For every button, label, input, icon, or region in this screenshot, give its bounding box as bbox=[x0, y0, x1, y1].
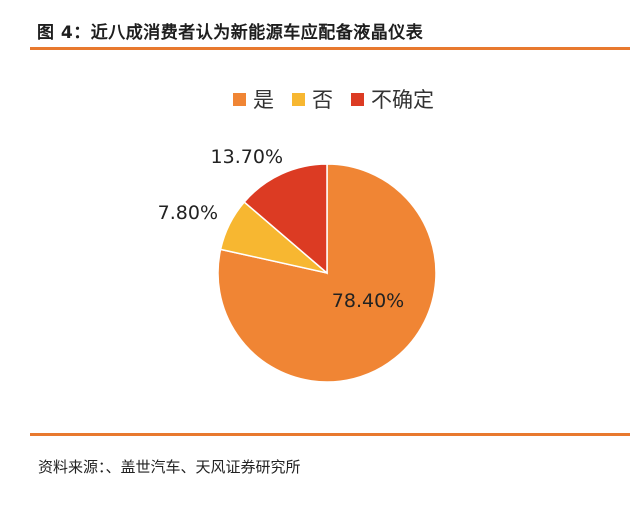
pie-slices bbox=[217, 163, 437, 383]
legend-item-no: 否 bbox=[292, 84, 333, 114]
legend-label-unsure: 不确定 bbox=[371, 88, 434, 112]
slice-label-no: 7.80% bbox=[158, 202, 218, 224]
legend-swatch-no bbox=[292, 92, 305, 106]
chart-legend: 是 否 不确定 bbox=[233, 84, 434, 114]
legend-item-unsure: 不确定 bbox=[351, 84, 434, 114]
pie-slice-unsure bbox=[243, 163, 328, 275]
header-divider bbox=[30, 47, 630, 50]
legend-item-yes: 是 bbox=[233, 84, 274, 114]
figure-header: 图 4：近八成消费者认为新能源车应配备液晶仪表 bbox=[0, 0, 640, 54]
legend-swatch-yes bbox=[233, 92, 246, 106]
pie-slice-yes bbox=[217, 163, 437, 383]
legend-label-no: 否 bbox=[312, 88, 333, 112]
source-note: 资料来源：、盖世汽车、天风证券研究所 bbox=[38, 458, 301, 476]
figure-title: 图 4：近八成消费者认为新能源车应配备液晶仪表 bbox=[37, 23, 424, 43]
slice-label-yes: 78.40% bbox=[332, 290, 404, 312]
legend-label-yes: 是 bbox=[253, 88, 274, 112]
legend-swatch-unsure bbox=[351, 92, 364, 106]
footer-divider bbox=[30, 433, 630, 436]
slice-label-unsure: 13.70% bbox=[211, 146, 283, 168]
pie-slice-labels: 78.40% 7.80% 13.70% bbox=[158, 146, 405, 312]
